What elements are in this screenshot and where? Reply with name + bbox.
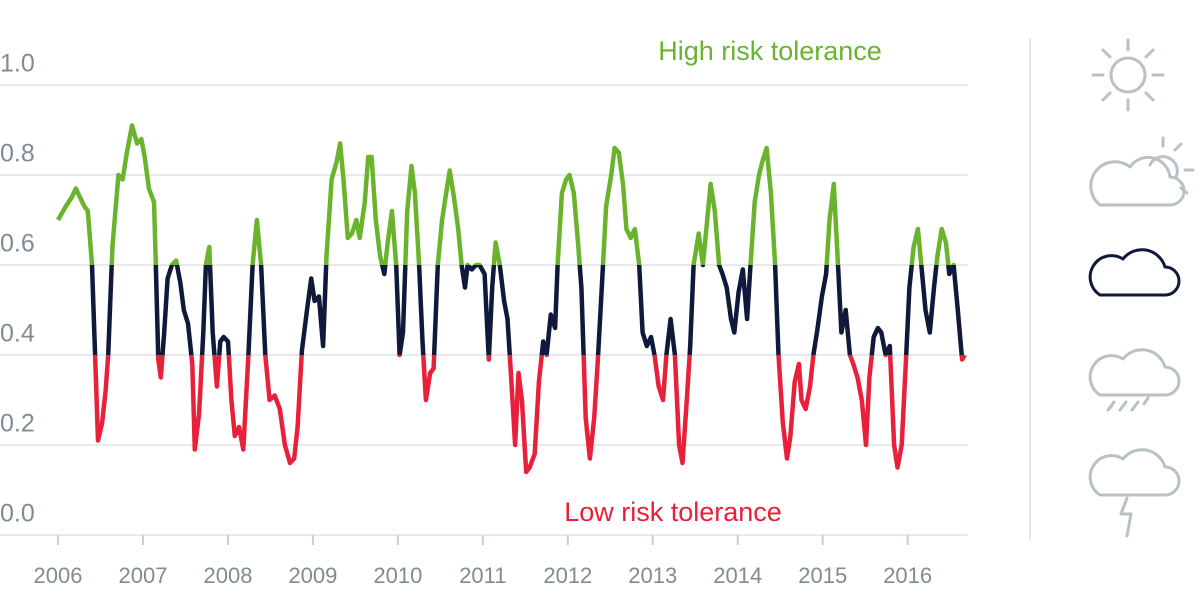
rain-icon bbox=[1088, 348, 1181, 412]
x-tick-label: 2010 bbox=[373, 563, 422, 588]
risk-line bbox=[56, 123, 967, 475]
y-tick-label: 0.4 bbox=[0, 320, 35, 348]
x-tick-label: 2006 bbox=[34, 563, 83, 588]
sun-icon bbox=[1091, 38, 1165, 112]
y-tick-label: 0.0 bbox=[0, 500, 35, 528]
x-tick-label: 2008 bbox=[203, 563, 252, 588]
y-tick-label: 0.8 bbox=[0, 140, 35, 168]
x-tick-label: 2007 bbox=[119, 563, 168, 588]
x-tick-label: 2013 bbox=[628, 563, 677, 588]
storm-icon bbox=[1088, 448, 1181, 538]
x-tick-label: 2009 bbox=[288, 563, 337, 588]
x-tick-label: 2016 bbox=[883, 563, 932, 588]
y-tick-label: 1.0 bbox=[0, 50, 35, 78]
x-tick-label: 2012 bbox=[543, 563, 592, 588]
x-tick-label: 2015 bbox=[798, 563, 847, 588]
partly-cloudy-icon bbox=[1089, 136, 1195, 207]
y-tick-label: 0.6 bbox=[0, 230, 35, 258]
cloud-icon bbox=[1088, 248, 1181, 297]
x-tick-label: 2014 bbox=[713, 563, 762, 588]
annotation: Low risk tolerance bbox=[564, 497, 782, 527]
x-tick-label: 2011 bbox=[459, 563, 506, 588]
annotation: High risk tolerance bbox=[658, 36, 882, 66]
y-tick-label: 0.2 bbox=[0, 410, 35, 438]
